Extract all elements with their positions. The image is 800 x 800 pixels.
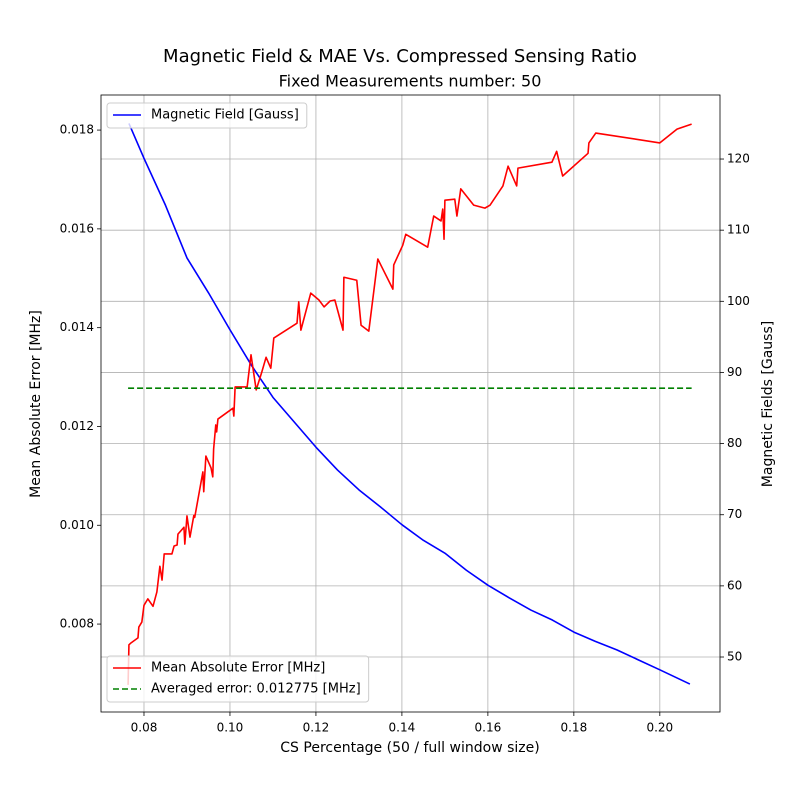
y2-tick-label: 100	[727, 294, 750, 308]
y2-tick-label: 120	[727, 152, 750, 166]
legend-label: Mean Absolute Error [MHz]	[151, 661, 325, 676]
y2-tick-label: 110	[727, 223, 750, 237]
series-line	[127, 123, 692, 685]
y-tick-label: 0.014	[60, 320, 94, 334]
series-line	[128, 123, 691, 685]
chart-title: Magnetic Field & MAE Vs. Compressed Sens…	[163, 46, 637, 67]
y2-tick-label: 70	[727, 507, 742, 521]
y2-tick-label: 90	[727, 365, 742, 379]
x-tick-label: 0.16	[475, 721, 502, 735]
y2-tick-label: 60	[727, 578, 742, 592]
y2-tick-label: 80	[727, 436, 742, 450]
x-tick-label: 0.14	[389, 721, 416, 735]
legend-box	[106, 655, 370, 703]
y-axis-label: Mean Absolute Error [MHz]	[28, 310, 44, 498]
y2-tick-label: 50	[727, 650, 742, 664]
plot-frame	[100, 94, 721, 713]
legend: Mean Absolute Error [MHz] Averaged error:…	[106, 655, 370, 703]
y-tick-label: 0.012	[60, 419, 94, 433]
x-axis-label: CS Percentage (50 / full window size)	[280, 740, 539, 756]
x-tick-label: 0.12	[303, 721, 330, 735]
y2-axis-label: Magnetic Fields [Gauss]	[760, 321, 776, 487]
y-tick-label: 0.010	[60, 518, 94, 532]
legend-box	[106, 102, 308, 129]
legend-label: Averaged error: 0.012775 [MHz]	[151, 682, 361, 697]
x-tick-label: 0.10	[217, 721, 244, 735]
legend: Magnetic Field [Gauss]	[106, 102, 308, 129]
legend-label: Magnetic Field [Gauss]	[151, 108, 299, 123]
y-tick-label: 0.008	[60, 617, 94, 631]
chart-subtitle: Fixed Measurements number: 50	[279, 72, 542, 91]
x-tick-label: 0.18	[560, 721, 587, 735]
y-tick-label: 0.016	[60, 221, 94, 235]
y-tick-label: 0.018	[60, 123, 94, 137]
x-tick-label: 0.20	[646, 721, 673, 735]
x-tick-label: 0.08	[131, 721, 158, 735]
